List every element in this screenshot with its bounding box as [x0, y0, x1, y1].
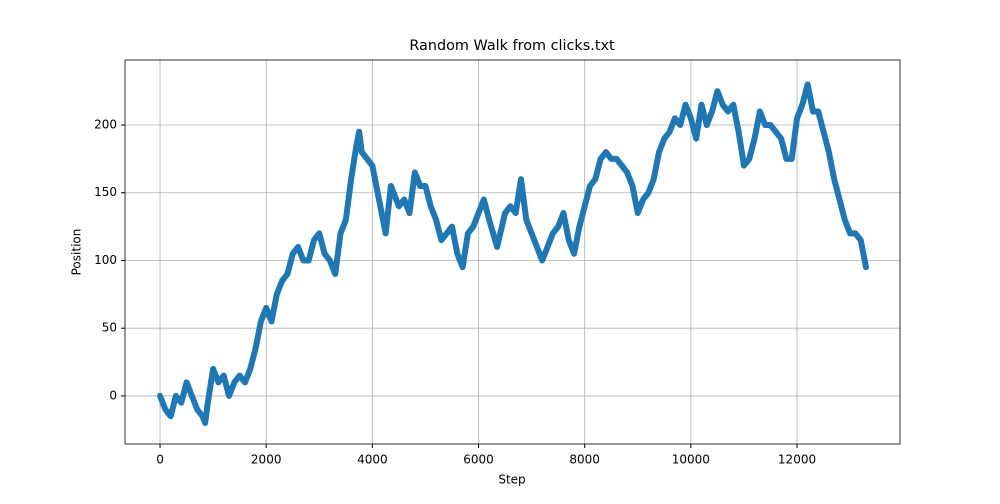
- x-tick-label: 4000: [357, 453, 388, 467]
- y-tick-label: 0: [109, 388, 117, 402]
- y-tick-label: 50: [102, 321, 117, 335]
- x-tick-label: 2000: [251, 453, 282, 467]
- y-tick-label: 200: [94, 118, 117, 132]
- x-tick-label: 8000: [569, 453, 600, 467]
- plot-frame: [124, 59, 901, 445]
- x-tick-label: 0: [156, 453, 164, 467]
- walk-line: [157, 81, 870, 427]
- y-tick-label: 100: [94, 253, 117, 267]
- x-tick-label: 10000: [672, 453, 710, 467]
- chart-title: Random Walk from clicks.txt: [409, 38, 615, 54]
- x-tick-label: 12000: [778, 453, 816, 467]
- y-axis-label: Position: [70, 229, 84, 276]
- y-tick-label: 150: [94, 185, 117, 199]
- x-tick-label: 6000: [463, 453, 494, 467]
- x-axis-label: Step: [498, 473, 525, 487]
